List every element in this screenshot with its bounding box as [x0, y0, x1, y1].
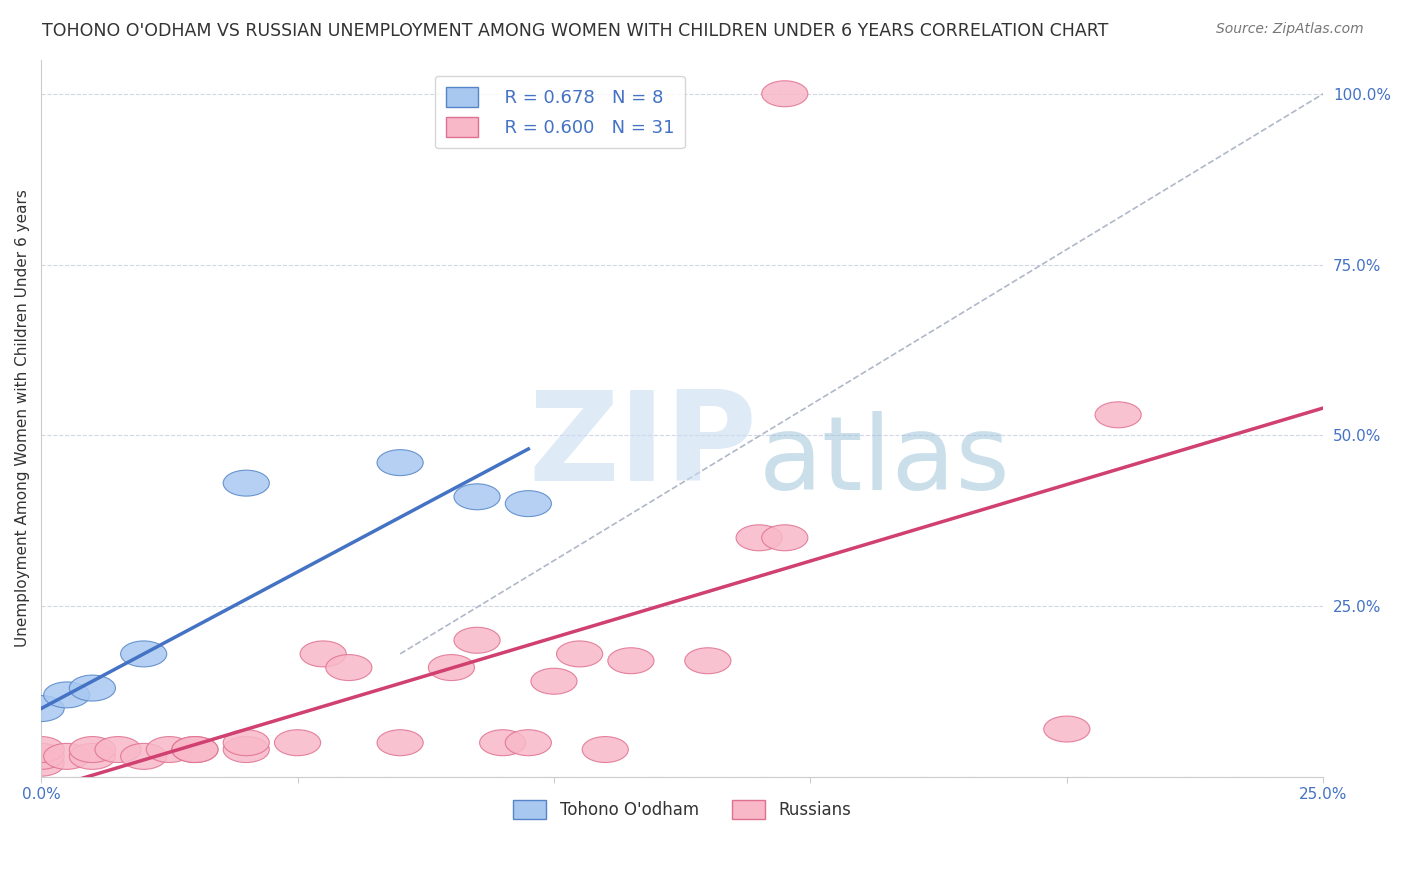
Ellipse shape [762, 81, 808, 107]
Ellipse shape [377, 730, 423, 756]
Ellipse shape [224, 470, 270, 496]
Ellipse shape [582, 737, 628, 763]
Ellipse shape [274, 730, 321, 756]
Ellipse shape [429, 655, 474, 681]
Legend: Tohono O'odham, Russians: Tohono O'odham, Russians [506, 793, 858, 826]
Ellipse shape [685, 648, 731, 673]
Ellipse shape [377, 450, 423, 475]
Ellipse shape [607, 648, 654, 673]
Ellipse shape [762, 524, 808, 550]
Text: Source: ZipAtlas.com: Source: ZipAtlas.com [1216, 22, 1364, 37]
Ellipse shape [18, 750, 65, 776]
Ellipse shape [18, 737, 65, 763]
Ellipse shape [1095, 401, 1142, 428]
Ellipse shape [18, 743, 65, 770]
Text: ZIP: ZIP [529, 386, 756, 508]
Text: TOHONO O'ODHAM VS RUSSIAN UNEMPLOYMENT AMONG WOMEN WITH CHILDREN UNDER 6 YEARS C: TOHONO O'ODHAM VS RUSSIAN UNEMPLOYMENT A… [42, 22, 1108, 40]
Ellipse shape [69, 737, 115, 763]
Ellipse shape [146, 737, 193, 763]
Ellipse shape [224, 737, 270, 763]
Ellipse shape [69, 675, 115, 701]
Ellipse shape [172, 737, 218, 763]
Ellipse shape [172, 737, 218, 763]
Ellipse shape [44, 743, 90, 770]
Ellipse shape [326, 655, 373, 681]
Ellipse shape [299, 641, 346, 667]
Ellipse shape [531, 668, 576, 694]
Ellipse shape [454, 483, 501, 509]
Y-axis label: Unemployment Among Women with Children Under 6 years: Unemployment Among Women with Children U… [15, 189, 30, 648]
Ellipse shape [737, 524, 782, 550]
Ellipse shape [557, 641, 603, 667]
Ellipse shape [479, 730, 526, 756]
Ellipse shape [454, 627, 501, 653]
Ellipse shape [1043, 716, 1090, 742]
Ellipse shape [505, 730, 551, 756]
Ellipse shape [121, 743, 167, 770]
Ellipse shape [44, 681, 90, 708]
Ellipse shape [224, 730, 270, 756]
Ellipse shape [121, 641, 167, 667]
Text: atlas: atlas [759, 411, 1011, 512]
Ellipse shape [505, 491, 551, 516]
Ellipse shape [69, 743, 115, 770]
Ellipse shape [18, 696, 65, 722]
Ellipse shape [96, 737, 141, 763]
